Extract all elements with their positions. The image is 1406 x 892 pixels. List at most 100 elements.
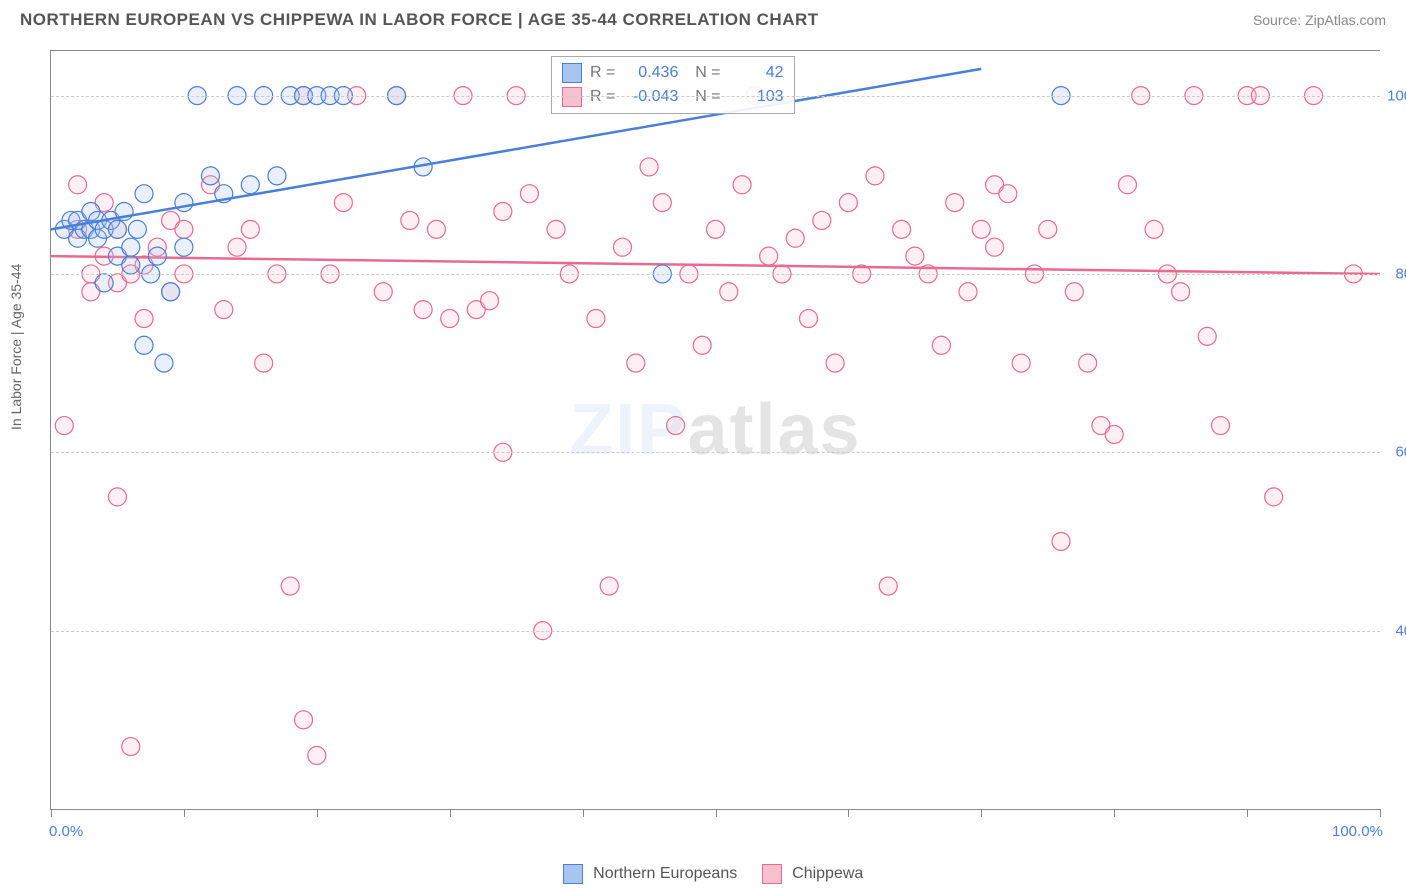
- data-point: [1145, 220, 1163, 238]
- data-point: [55, 417, 73, 435]
- data-point: [295, 711, 313, 729]
- data-point: [906, 247, 924, 265]
- chart-title: NORTHERN EUROPEAN VS CHIPPEWA IN LABOR F…: [20, 10, 819, 30]
- data-point: [268, 167, 286, 185]
- bottom-legend: Northern Europeans Chippewa: [0, 864, 1406, 884]
- data-point: [972, 220, 990, 238]
- y-tick-label: 80.0%: [1395, 265, 1406, 282]
- trend-line: [51, 256, 1380, 274]
- data-point: [1065, 283, 1083, 301]
- swatch-series2: [562, 87, 582, 107]
- data-point: [95, 274, 113, 292]
- r-label: R =: [590, 88, 615, 106]
- data-point: [946, 194, 964, 212]
- data-point: [135, 310, 153, 328]
- n-value-1: 42: [729, 64, 784, 82]
- data-point: [667, 417, 685, 435]
- data-point: [175, 238, 193, 256]
- y-tick-label: 60.0%: [1395, 444, 1406, 461]
- r-label: R =: [590, 64, 615, 82]
- data-point: [839, 194, 857, 212]
- data-point: [162, 283, 180, 301]
- x-tick-label: 100.0%: [1332, 823, 1383, 840]
- data-point: [241, 176, 259, 194]
- data-point: [800, 310, 818, 328]
- data-point: [720, 283, 738, 301]
- data-point: [155, 354, 173, 372]
- data-point: [1052, 532, 1070, 550]
- data-point: [228, 238, 246, 256]
- data-point: [201, 167, 219, 185]
- data-point: [1079, 354, 1097, 372]
- data-point: [760, 247, 778, 265]
- data-point: [414, 301, 432, 319]
- data-point: [707, 220, 725, 238]
- data-point: [308, 746, 326, 764]
- legend-swatch-2: [762, 864, 782, 884]
- data-point: [959, 283, 977, 301]
- data-point: [879, 577, 897, 595]
- data-point: [215, 301, 233, 319]
- data-point: [893, 220, 911, 238]
- data-point: [1118, 176, 1136, 194]
- data-point: [135, 185, 153, 203]
- y-axis-title: In Labor Force | Age 35-44: [8, 264, 24, 430]
- data-point: [374, 283, 392, 301]
- data-point: [241, 220, 259, 238]
- stats-legend-box: R = 0.436 N = 42 R = -0.043 N = 103: [551, 56, 795, 114]
- y-tick-label: 100.0%: [1387, 87, 1406, 104]
- data-point: [1198, 327, 1216, 345]
- n-label: N =: [686, 64, 720, 82]
- data-point: [653, 194, 671, 212]
- data-point: [122, 738, 140, 756]
- data-point: [547, 220, 565, 238]
- chart-plot-area: R = 0.436 N = 42 R = -0.043 N = 103 ZIPa…: [50, 50, 1380, 810]
- scatter-svg: [51, 51, 1380, 809]
- legend-swatch-1: [563, 864, 583, 884]
- data-point: [613, 238, 631, 256]
- data-point: [1105, 425, 1123, 443]
- data-point: [826, 354, 844, 372]
- data-point: [108, 488, 126, 506]
- data-point: [693, 336, 711, 354]
- data-point: [986, 238, 1004, 256]
- data-point: [733, 176, 751, 194]
- data-point: [281, 577, 299, 595]
- data-point: [175, 194, 193, 212]
- data-point: [481, 292, 499, 310]
- data-point: [600, 577, 618, 595]
- data-point: [640, 158, 658, 176]
- data-point: [587, 310, 605, 328]
- data-point: [786, 229, 804, 247]
- data-point: [866, 167, 884, 185]
- data-point: [135, 336, 153, 354]
- data-point: [932, 336, 950, 354]
- data-point: [122, 256, 140, 274]
- data-point: [69, 176, 87, 194]
- stats-row-series2: R = -0.043 N = 103: [562, 85, 784, 109]
- data-point: [1172, 283, 1190, 301]
- data-point: [1012, 354, 1030, 372]
- data-point: [1265, 488, 1283, 506]
- data-point: [520, 185, 538, 203]
- data-point: [494, 203, 512, 221]
- x-tick-label: 0.0%: [49, 823, 83, 840]
- legend-label-2: Chippewa: [792, 865, 863, 882]
- data-point: [108, 220, 126, 238]
- data-point: [122, 238, 140, 256]
- data-point: [148, 247, 166, 265]
- data-point: [1039, 220, 1057, 238]
- data-point: [999, 185, 1017, 203]
- data-point: [334, 194, 352, 212]
- r-value-2: -0.043: [623, 88, 678, 106]
- swatch-series1: [562, 63, 582, 83]
- n-label: N =: [686, 88, 720, 106]
- legend-label-1: Northern Europeans: [593, 865, 737, 882]
- r-value-1: 0.436: [623, 64, 678, 82]
- stats-row-series1: R = 0.436 N = 42: [562, 61, 784, 85]
- data-point: [813, 211, 831, 229]
- data-point: [1212, 417, 1230, 435]
- y-tick-label: 40.0%: [1395, 622, 1406, 639]
- data-point: [175, 220, 193, 238]
- data-point: [627, 354, 645, 372]
